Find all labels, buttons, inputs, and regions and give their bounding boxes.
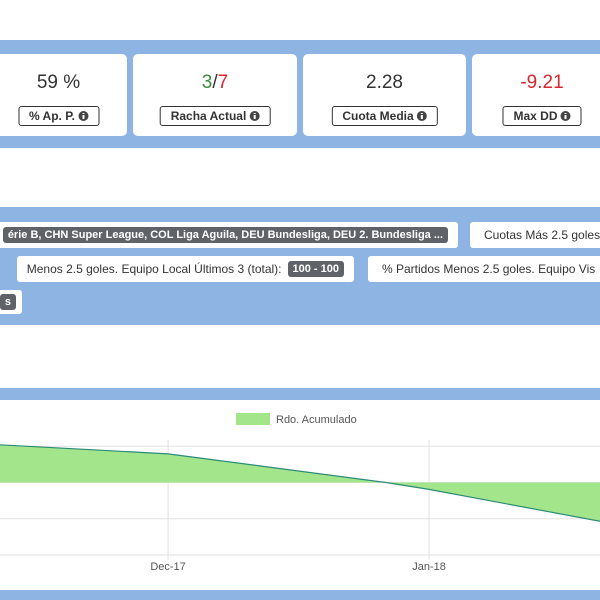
- x-tick-label: Dec-17: [150, 561, 185, 573]
- filter-text: Menos 2.5 goles. Equipo Local Últimos 3 …: [26, 262, 282, 276]
- stat-value-text: 59 %: [36, 72, 81, 93]
- chart: Dec-17 Jan-18 Rdo. Acumulado: [0, 400, 600, 590]
- filter-chip[interactable]: érie B, CHN Super League, COL Liga Aguil…: [0, 222, 458, 248]
- stat-value: 2.28: [303, 72, 466, 94]
- streak-lost: 7: [217, 72, 229, 93]
- legend-swatch: [236, 413, 270, 425]
- area: [0, 444, 600, 522]
- filter-chip[interactable]: % Partidos Menos 2.5 goles. Equipo Vis: [368, 256, 600, 282]
- legend-label: Rdo. Acumulado: [276, 414, 357, 426]
- stat-card: 2.28 Cuota Media: [303, 54, 466, 136]
- info-icon: [78, 111, 89, 121]
- stat-label-text: Racha Actual: [170, 109, 247, 123]
- streak-won: 3: [201, 72, 213, 93]
- info-icon: [249, 111, 260, 121]
- filter-badge: érie B, CHN Super League, COL Liga Aguil…: [2, 227, 448, 243]
- filter-chip[interactable]: Cuotas Más 2.5 goles: [470, 222, 600, 248]
- stat-label-text: % Ap. P.: [28, 109, 76, 123]
- stat-label-text: Cuota Media: [342, 109, 414, 123]
- stat-value-text: 2.28: [366, 72, 403, 93]
- x-tick-label: Jan-18: [412, 561, 446, 573]
- stat-card: -9.21 Max DD: [472, 54, 600, 136]
- stat-label[interactable]: Racha Actual: [159, 106, 271, 126]
- filter-badge: s: [0, 294, 16, 310]
- stat-label[interactable]: Cuota Media: [331, 106, 438, 126]
- info-icon: [416, 111, 427, 121]
- stat-value: -9.21: [472, 72, 600, 94]
- stat-label[interactable]: % Ap. P.: [17, 106, 100, 126]
- filter-text: % Partidos Menos 2.5 goles. Equipo Vis: [382, 262, 596, 276]
- stat-value-text: -9.21: [520, 72, 564, 93]
- stat-value: 59 %: [0, 72, 127, 94]
- stat-card: 59 % % Ap. P.: [0, 54, 127, 136]
- filter-chip[interactable]: s: [0, 290, 22, 314]
- stat-value: 3/7: [133, 72, 297, 94]
- stat-card: 3/7 Racha Actual: [133, 54, 297, 136]
- info-icon: [560, 111, 571, 121]
- line: [0, 444, 600, 522]
- streak-sep: /: [212, 72, 218, 93]
- stat-label[interactable]: Max DD: [502, 106, 582, 126]
- stat-label-text: Max DD: [513, 109, 558, 123]
- filter-badge: 100 - 100: [287, 261, 344, 277]
- filter-text: Cuotas Más 2.5 goles: [484, 228, 600, 242]
- filter-chip[interactable]: Menos 2.5 goles. Equipo Local Últimos 3 …: [16, 256, 354, 282]
